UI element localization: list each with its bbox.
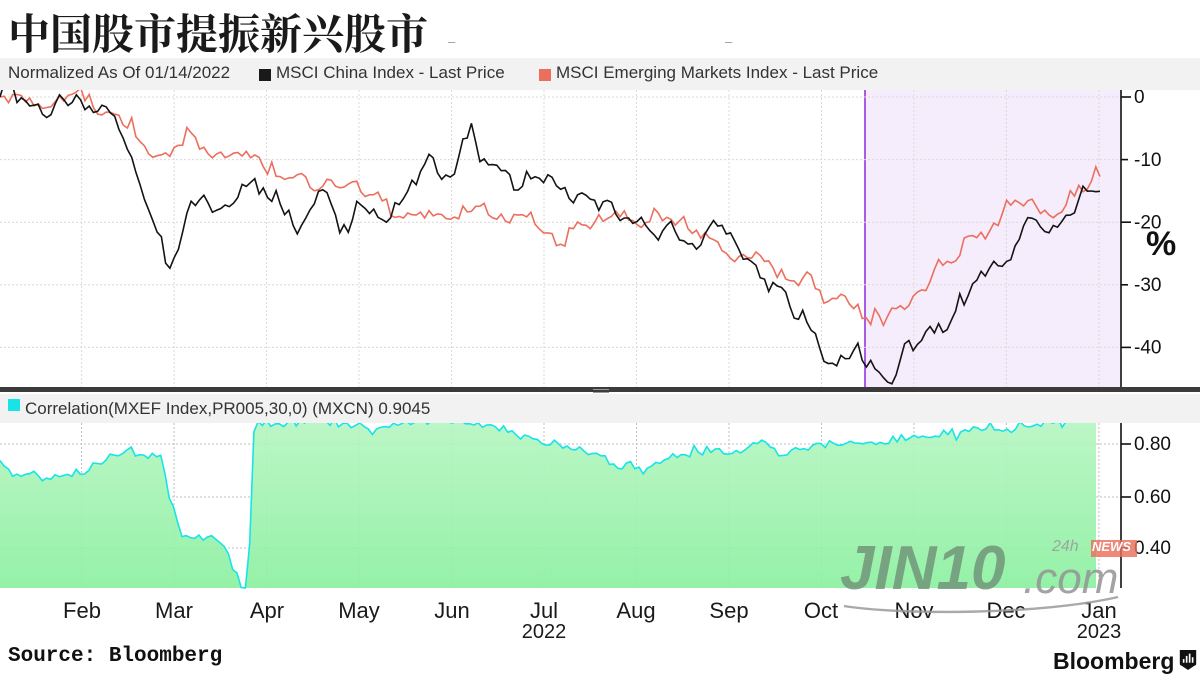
svg-text:-40: -40 [1134,338,1161,359]
svg-text:-30: -30 [1134,275,1161,296]
svg-text:.com: .com [1023,554,1118,603]
svg-text:-10: -10 [1134,150,1161,171]
svg-text:%: % [1146,225,1176,263]
svg-text:0.80: 0.80 [1134,434,1171,455]
svg-text:0: 0 [1134,90,1145,108]
svg-text:JIN10: JIN10 [840,534,1005,603]
